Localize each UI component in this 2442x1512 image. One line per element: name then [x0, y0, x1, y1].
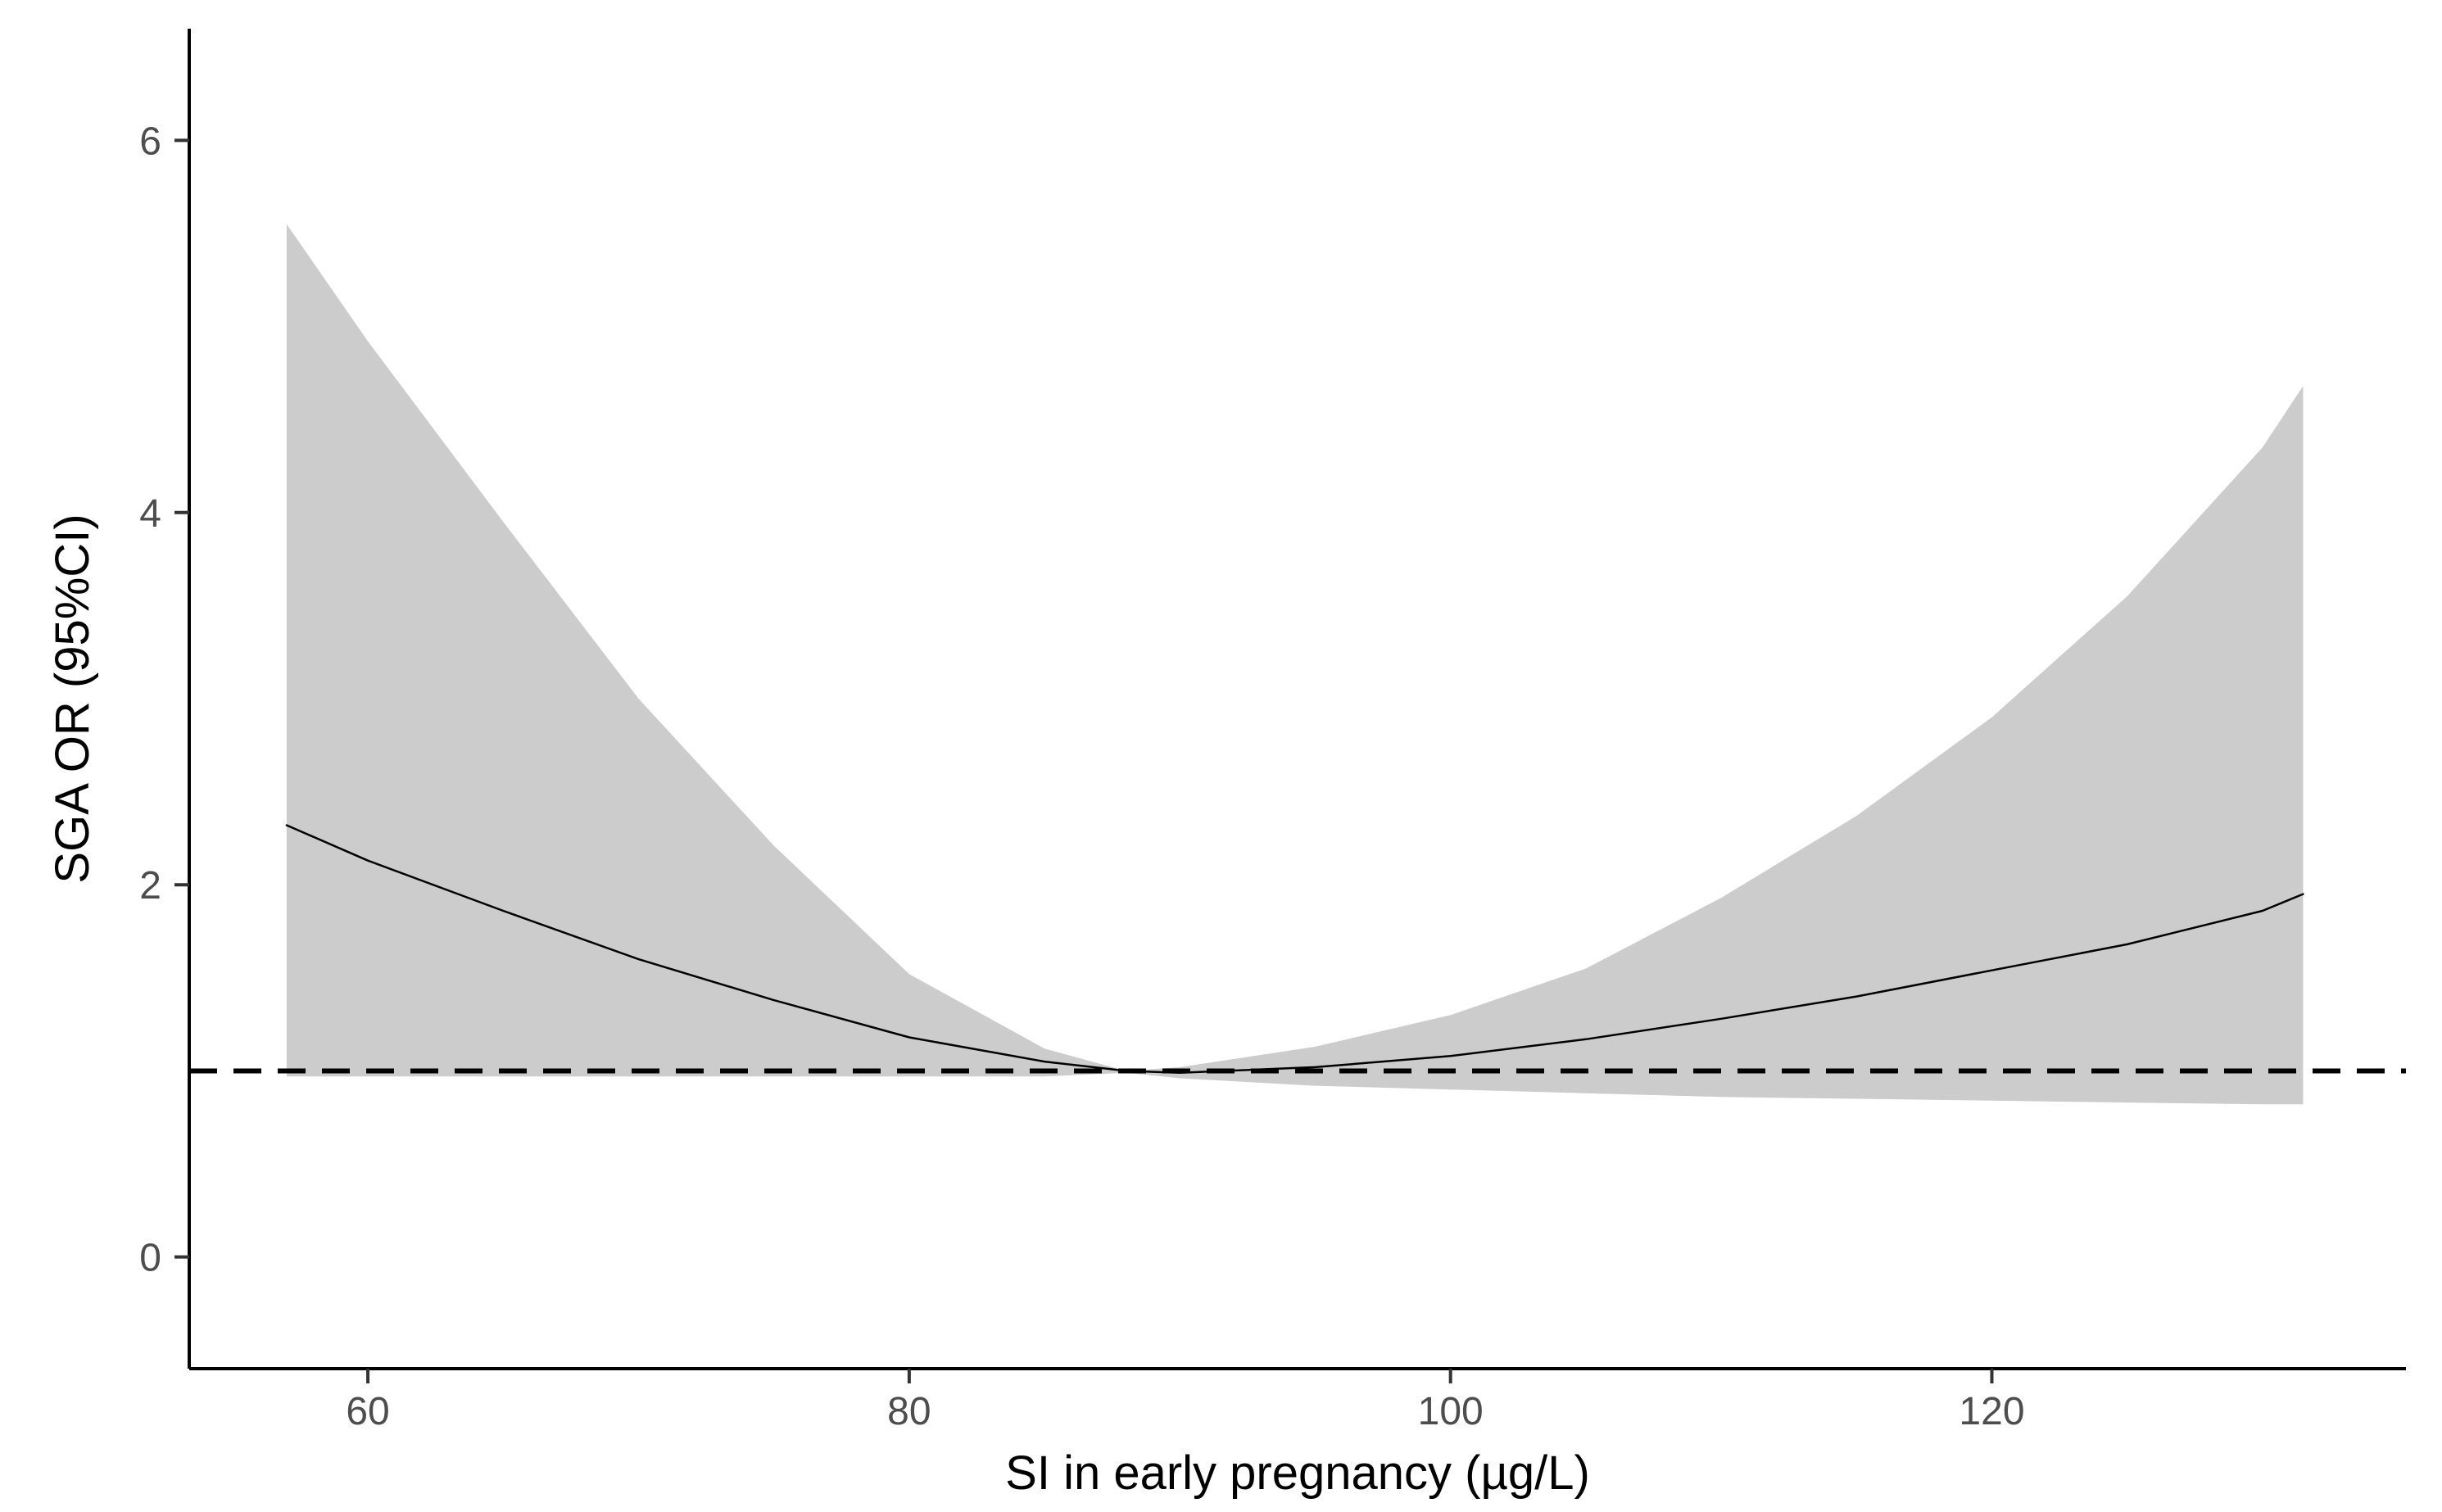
series-line-layer: [285, 824, 2304, 1074]
x-axis-title: SI in early pregnancy (µg/L): [1005, 1446, 1590, 1500]
x-tick-label-100: 100: [1418, 1390, 1484, 1433]
confidence-band-layer: [286, 224, 2304, 1105]
axes-layer: 0 2 4 6 60 80 100 120: [139, 29, 2406, 1433]
x-tick-label-80: 80: [887, 1390, 931, 1433]
axis-labels-layer: SI in early pregnancy (µg/L) SGA OR (95%…: [46, 514, 1590, 1500]
y-tick-label-6: 6: [139, 120, 161, 163]
confidence-band: [286, 224, 2304, 1105]
y-tick-label-2: 2: [139, 864, 161, 908]
y-axis-title: SGA OR (95%CI): [46, 514, 99, 883]
x-tick-label-120: 120: [1959, 1390, 2024, 1433]
y-tick-label-0: 0: [139, 1237, 161, 1280]
y-tick-label-4: 4: [139, 492, 161, 536]
x-tick-label-60: 60: [346, 1390, 389, 1433]
series-line-or: [285, 824, 2304, 1074]
